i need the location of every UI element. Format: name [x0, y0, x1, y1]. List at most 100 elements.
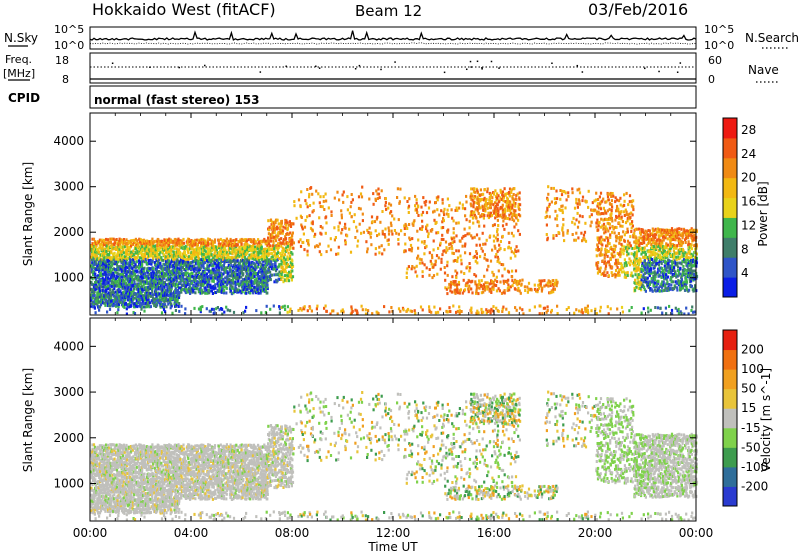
power-cell: [105, 274, 108, 278]
power-cell: [174, 287, 177, 291]
power-cell: [417, 238, 420, 242]
power-cell: [483, 224, 486, 228]
power-cell: [185, 277, 188, 281]
power-cell: [337, 245, 340, 249]
power-cell: [603, 270, 606, 274]
nave-point: [470, 66, 472, 68]
power-cell: [105, 256, 108, 259]
power-cell: [495, 275, 498, 279]
power-cell: [170, 304, 173, 308]
power-cell: [208, 285, 211, 289]
power-cell: [428, 251, 431, 255]
power-cell: [223, 245, 226, 249]
power-cell: [306, 215, 309, 219]
power-cell: [203, 248, 206, 252]
power-cell: [514, 209, 517, 213]
power-cell: [284, 226, 287, 230]
power-cell: [335, 252, 338, 256]
power-cell: [122, 280, 125, 284]
power-cell: [255, 281, 258, 285]
power-cell: [602, 197, 605, 201]
power-cell: [245, 265, 248, 269]
power-cell: [501, 211, 504, 215]
power-cell: [259, 265, 262, 269]
power-cell: [170, 302, 173, 306]
power-cell: [423, 240, 426, 243]
power-cell: [626, 271, 629, 275]
power-cell: [515, 222, 518, 226]
power-cell: [397, 232, 400, 236]
power-cell: [126, 283, 129, 287]
power-cell: [548, 280, 551, 284]
power-cell: [599, 266, 602, 270]
power-cell: [240, 275, 243, 279]
power-cell: [220, 271, 223, 275]
power-cell: [127, 285, 130, 289]
power-cell: [472, 221, 475, 225]
power-cell: [178, 293, 181, 297]
power-cell: [141, 285, 144, 289]
power-cell: [103, 270, 106, 274]
power-cell: [92, 270, 95, 274]
power-cell: [192, 289, 195, 293]
power-cell: [518, 232, 521, 236]
power-cell: [374, 229, 377, 233]
power-cell: [508, 213, 511, 217]
power-cell: [200, 244, 203, 248]
power-cell: [501, 274, 504, 278]
power-cell: [94, 296, 97, 300]
power-cell: [260, 248, 263, 252]
power-cell: [482, 216, 485, 220]
power-cell: [475, 243, 478, 247]
power-cell: [198, 246, 201, 250]
power-cell: [150, 239, 153, 243]
power-cell: [623, 199, 626, 203]
power-cell: [517, 249, 520, 253]
power-cell: [224, 256, 227, 260]
power-cell: [199, 261, 202, 265]
power-cell: [240, 267, 243, 271]
power-cell: [223, 270, 226, 274]
power-cell: [302, 240, 305, 244]
power-cell: [581, 215, 584, 219]
power-cell: [508, 241, 511, 245]
power-cell: [293, 200, 296, 204]
power-cell: [397, 218, 400, 222]
power-cell: [185, 284, 188, 288]
power-cell: [408, 197, 411, 201]
power-cell: [255, 266, 258, 270]
power-cell: [252, 266, 255, 270]
power-cell: [111, 257, 114, 261]
power-cell: [256, 257, 259, 261]
power-cell: [164, 242, 167, 246]
power-cell: [257, 262, 260, 266]
power-cell: [562, 231, 565, 235]
power-cell: [631, 220, 634, 224]
power-cell: [581, 199, 584, 203]
power-cell: [240, 237, 243, 241]
power-cell: [170, 279, 173, 283]
power-cell: [248, 279, 251, 283]
power-cell: [473, 196, 476, 200]
power-cell: [157, 243, 161, 247]
power-cell: [547, 185, 550, 189]
power-cell: [641, 228, 644, 232]
power-cell: [123, 240, 126, 244]
power-cell: [275, 239, 278, 243]
nave-point: [465, 68, 468, 71]
power-cell: [520, 282, 523, 286]
power-cell: [486, 258, 489, 262]
power-cell: [116, 293, 119, 297]
power-cell: [99, 245, 102, 249]
power-cell: [465, 194, 468, 198]
power-cell: [291, 238, 294, 242]
power-cell: [611, 230, 614, 234]
power-cell: [202, 282, 205, 286]
power-cell: [189, 264, 192, 268]
power-cell: [114, 281, 117, 285]
power-cell: [136, 254, 139, 258]
power-cell: [224, 285, 227, 289]
power-data: [90, 185, 699, 316]
power-cell: [148, 272, 151, 276]
power-cell: [257, 283, 261, 287]
